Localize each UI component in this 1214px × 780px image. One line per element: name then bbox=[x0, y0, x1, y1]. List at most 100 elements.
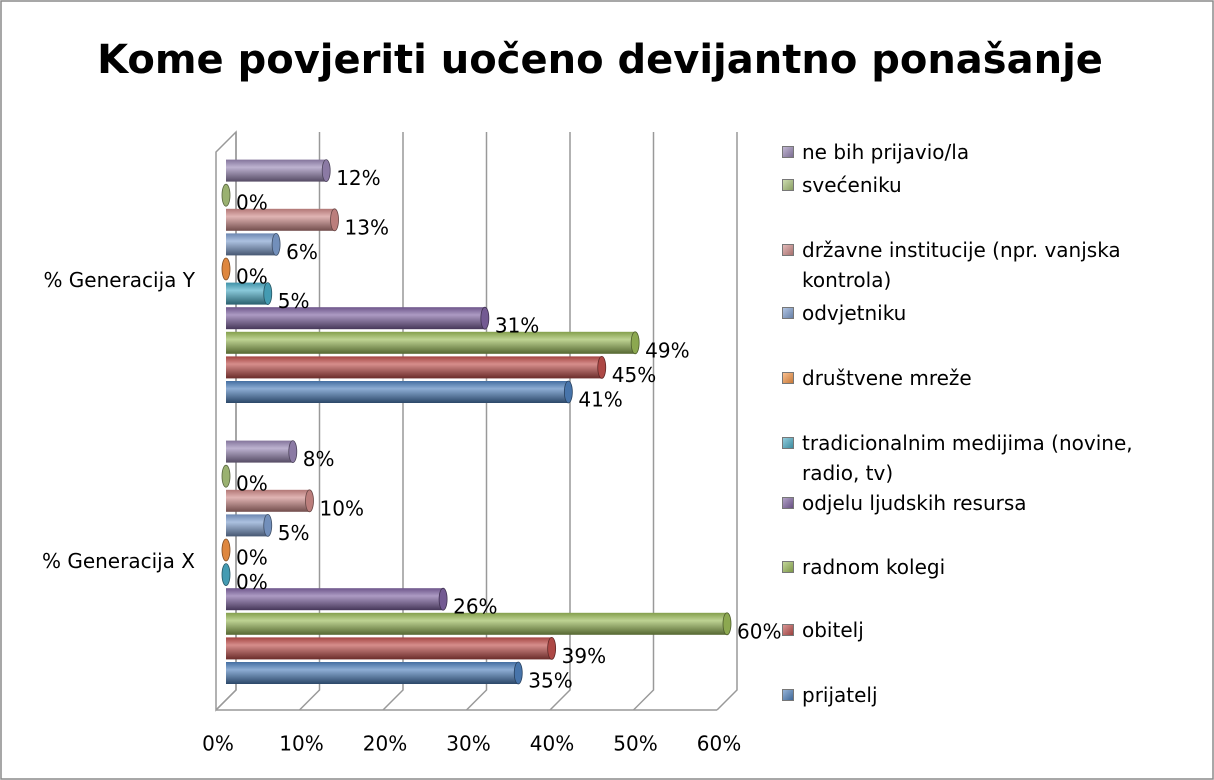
value-label: 26% bbox=[453, 595, 497, 619]
bar-body bbox=[226, 489, 310, 512]
legend-item: prijatelj bbox=[782, 680, 1172, 710]
legend-swatch bbox=[782, 497, 794, 509]
bar-body bbox=[226, 356, 602, 379]
grid-line bbox=[716, 132, 738, 711]
bar-body bbox=[226, 233, 277, 256]
bar-body bbox=[226, 208, 335, 231]
legend-swatch bbox=[782, 244, 794, 256]
value-label: 5% bbox=[278, 521, 310, 545]
x-tick-label: 0% bbox=[202, 732, 234, 756]
bar bbox=[226, 208, 339, 232]
bar-cap bbox=[221, 538, 231, 562]
legend-swatch bbox=[782, 437, 794, 449]
legend-swatch bbox=[782, 624, 794, 636]
value-label: 39% bbox=[562, 644, 606, 668]
value-label: 60% bbox=[737, 619, 781, 643]
bar bbox=[226, 306, 490, 330]
x-tick-label: 60% bbox=[697, 732, 741, 756]
bar-cap bbox=[597, 355, 607, 379]
grid-line bbox=[549, 132, 571, 711]
bar-cap bbox=[547, 637, 557, 660]
legend-label: svećeniku bbox=[802, 173, 902, 197]
bar bbox=[226, 489, 314, 513]
grid-line bbox=[632, 132, 655, 711]
bar bbox=[221, 538, 231, 562]
bar-cap bbox=[722, 612, 732, 636]
legend-swatch bbox=[782, 561, 794, 573]
bar-cap bbox=[271, 232, 281, 256]
value-label: 10% bbox=[320, 496, 364, 520]
legend-swatch bbox=[782, 179, 794, 191]
bar-cap bbox=[221, 464, 231, 488]
bar-cap bbox=[513, 661, 523, 685]
bar bbox=[226, 232, 281, 256]
value-label: 8% bbox=[303, 447, 335, 471]
legend-label: državne institucije (npr. vanjska kontro… bbox=[802, 238, 1121, 292]
bar-body bbox=[226, 307, 485, 330]
bar-cap bbox=[263, 282, 273, 306]
legend-item: društvene mreže bbox=[782, 363, 1172, 393]
legend-label: radnom kolegi bbox=[802, 555, 946, 579]
bar bbox=[226, 440, 298, 464]
bar-cap bbox=[480, 306, 490, 330]
bar bbox=[226, 514, 273, 537]
legend-swatch bbox=[782, 372, 794, 384]
bar-body bbox=[226, 331, 636, 354]
legend-label: ne bih prijavio/la bbox=[802, 140, 970, 164]
legend-item: radnom kolegi bbox=[782, 552, 1172, 582]
legend-swatch bbox=[782, 307, 794, 319]
bar-body bbox=[226, 637, 552, 660]
chart-title: Kome povjeriti uočeno devijantno ponašan… bbox=[97, 37, 1103, 83]
x-tick-label: 30% bbox=[446, 732, 490, 756]
x-tick-label: 20% bbox=[363, 732, 407, 756]
bar-cap bbox=[438, 587, 448, 611]
bar bbox=[226, 159, 331, 183]
y-tick-label: % Generacija Y bbox=[43, 268, 195, 292]
x-tick-label: 10% bbox=[279, 732, 323, 756]
bar bbox=[221, 464, 231, 488]
bar-cap bbox=[263, 514, 273, 537]
value-label: 5% bbox=[278, 289, 310, 313]
bar-body bbox=[226, 662, 519, 684]
value-label: 31% bbox=[495, 314, 539, 338]
bar-cap bbox=[563, 380, 573, 404]
bar-body bbox=[226, 440, 293, 463]
value-label: 0% bbox=[236, 472, 268, 496]
bar bbox=[221, 183, 231, 207]
bar bbox=[226, 587, 448, 611]
bar bbox=[221, 257, 231, 281]
bar-cap bbox=[630, 331, 640, 355]
bar-body bbox=[226, 159, 327, 182]
legend-label: odvjetniku bbox=[802, 301, 907, 325]
legend-label: prijatelj bbox=[802, 683, 878, 707]
bar-cap bbox=[288, 440, 298, 464]
value-label: 41% bbox=[578, 388, 622, 412]
bar-cap bbox=[305, 489, 314, 513]
legend-item: odvjetniku bbox=[782, 298, 1172, 328]
legend-item: državne institucije (npr. vanjska kontro… bbox=[782, 235, 1172, 295]
bar-cap bbox=[221, 563, 231, 586]
legend-item: tradicionalnim medijima (novine, radio, … bbox=[782, 428, 1172, 488]
bar bbox=[226, 612, 732, 636]
value-label: 35% bbox=[528, 669, 572, 693]
value-label: 45% bbox=[612, 363, 656, 387]
bar-body bbox=[226, 282, 268, 305]
bar bbox=[226, 331, 640, 355]
legend-label: odjelu ljudskih resursa bbox=[802, 491, 1027, 515]
value-label: 13% bbox=[345, 215, 389, 239]
bar-cap bbox=[221, 183, 231, 207]
value-label: 49% bbox=[645, 338, 689, 362]
bar bbox=[226, 661, 523, 685]
legend-swatch bbox=[782, 146, 794, 158]
bar-body bbox=[226, 612, 727, 635]
legend-swatch bbox=[782, 689, 794, 701]
bar bbox=[221, 563, 231, 586]
x-tick-label: 50% bbox=[613, 732, 657, 756]
legend-label: društvene mreže bbox=[802, 366, 972, 390]
y-tick-label: % Generacija X bbox=[42, 549, 195, 573]
value-label: 0% bbox=[236, 191, 268, 215]
legend-item: ne bih prijavio/la bbox=[782, 137, 1172, 167]
